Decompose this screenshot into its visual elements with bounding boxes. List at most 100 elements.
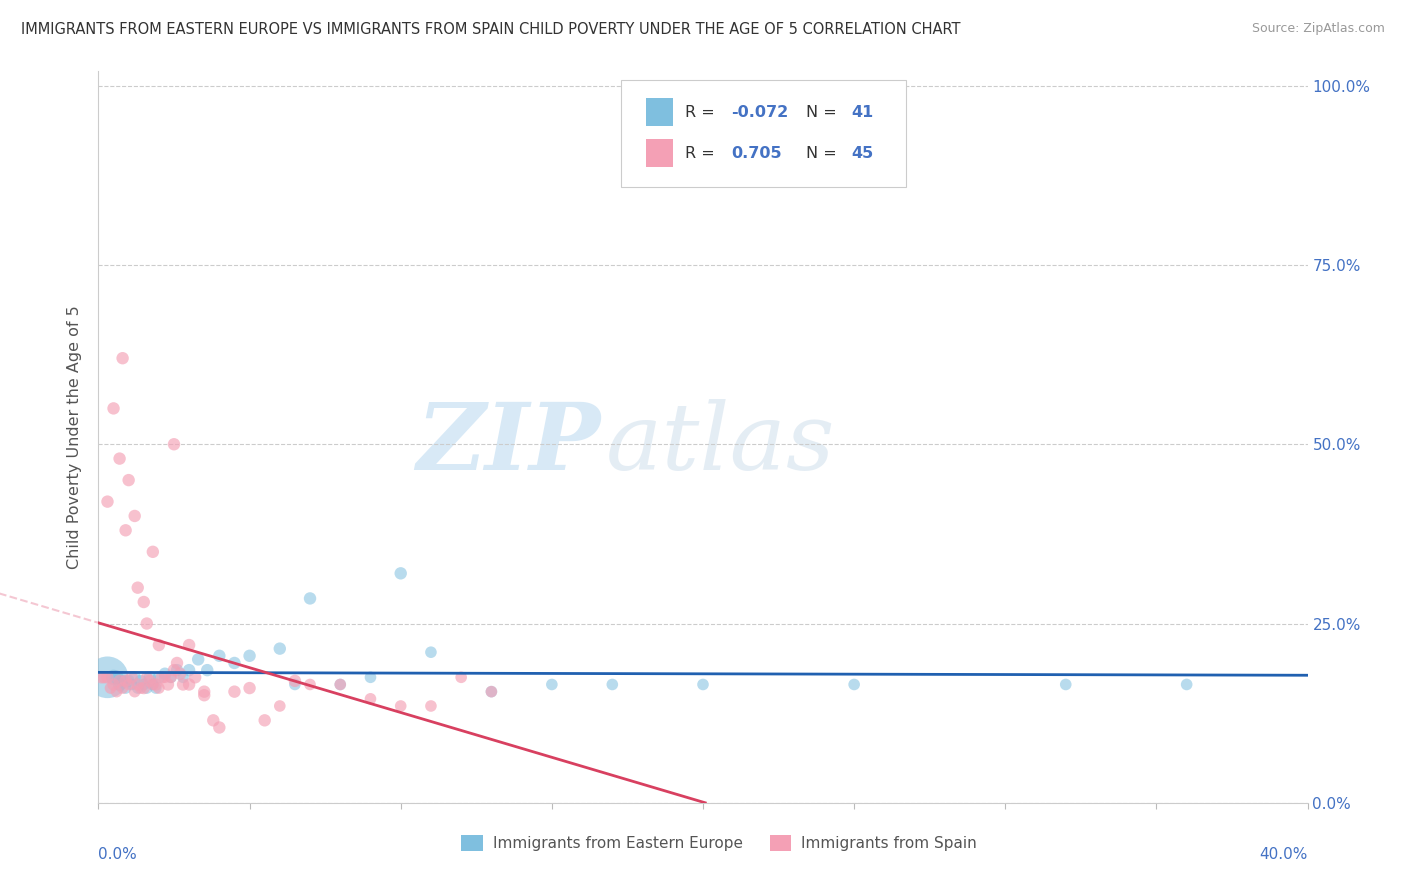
Point bbox=[127, 581, 149, 595]
Text: Immigrants from Eastern Europe: Immigrants from Eastern Europe bbox=[492, 836, 742, 851]
Point bbox=[135, 670, 157, 684]
Point bbox=[96, 670, 118, 684]
Text: N =: N = bbox=[806, 105, 842, 120]
Point bbox=[114, 681, 136, 695]
Point bbox=[193, 684, 215, 698]
Point bbox=[389, 566, 412, 581]
Point bbox=[129, 673, 152, 688]
Point bbox=[284, 677, 307, 691]
Point bbox=[124, 670, 146, 684]
Point bbox=[103, 677, 125, 691]
Point bbox=[163, 437, 186, 451]
Text: 41: 41 bbox=[852, 105, 875, 120]
Point bbox=[93, 670, 115, 684]
Y-axis label: Child Poverty Under the Age of 5: Child Poverty Under the Age of 5 bbox=[67, 305, 83, 569]
Point bbox=[540, 677, 562, 691]
Point bbox=[172, 677, 194, 691]
Point bbox=[1054, 677, 1077, 691]
Point bbox=[187, 652, 209, 666]
Point bbox=[90, 670, 112, 684]
Point bbox=[284, 673, 307, 688]
Text: Immigrants from Spain: Immigrants from Spain bbox=[801, 836, 977, 851]
Point bbox=[108, 673, 131, 688]
Point bbox=[1175, 677, 1198, 691]
Text: R =: R = bbox=[685, 145, 720, 161]
Point bbox=[103, 401, 125, 416]
Point bbox=[132, 681, 155, 695]
Point bbox=[602, 677, 624, 691]
Bar bbox=[647, 139, 673, 167]
Point bbox=[145, 681, 167, 695]
Point bbox=[179, 663, 201, 677]
Bar bbox=[647, 98, 673, 127]
Point bbox=[844, 677, 866, 691]
Text: -0.072: -0.072 bbox=[731, 105, 787, 120]
Point bbox=[269, 698, 291, 713]
Point bbox=[118, 673, 141, 688]
Point bbox=[124, 684, 146, 698]
Point bbox=[148, 681, 170, 695]
Point bbox=[360, 670, 382, 684]
Point bbox=[153, 666, 176, 681]
Point bbox=[163, 663, 186, 677]
Point bbox=[160, 670, 183, 684]
Point bbox=[166, 663, 188, 677]
Point bbox=[450, 670, 472, 684]
Point bbox=[195, 663, 218, 677]
Point bbox=[108, 677, 131, 691]
Text: 0.705: 0.705 bbox=[731, 145, 782, 161]
Text: 45: 45 bbox=[852, 145, 875, 161]
Point bbox=[105, 670, 128, 684]
Point bbox=[166, 656, 188, 670]
Point bbox=[208, 648, 231, 663]
Point bbox=[111, 681, 134, 695]
Point bbox=[111, 351, 134, 366]
Point bbox=[299, 591, 322, 606]
Text: 0.0%: 0.0% bbox=[98, 847, 138, 862]
Point bbox=[129, 681, 152, 695]
Point bbox=[156, 677, 179, 691]
Point bbox=[135, 681, 157, 695]
Point bbox=[153, 670, 176, 684]
Point bbox=[142, 677, 165, 691]
Point bbox=[360, 691, 382, 706]
Point bbox=[420, 698, 443, 713]
Point bbox=[239, 681, 262, 695]
Point bbox=[184, 670, 207, 684]
Point bbox=[114, 524, 136, 538]
Point bbox=[105, 684, 128, 698]
Point bbox=[193, 688, 215, 702]
Point bbox=[118, 473, 141, 487]
Point bbox=[96, 494, 118, 508]
Text: Source: ZipAtlas.com: Source: ZipAtlas.com bbox=[1251, 22, 1385, 36]
Point bbox=[148, 638, 170, 652]
Point bbox=[269, 641, 291, 656]
Point bbox=[253, 714, 276, 728]
Point bbox=[142, 677, 165, 691]
Point bbox=[160, 670, 183, 684]
Point bbox=[481, 684, 503, 698]
Point bbox=[208, 721, 231, 735]
Point bbox=[239, 648, 262, 663]
Point bbox=[224, 656, 246, 670]
Text: IMMIGRANTS FROM EASTERN EUROPE VS IMMIGRANTS FROM SPAIN CHILD POVERTY UNDER THE : IMMIGRANTS FROM EASTERN EUROPE VS IMMIGR… bbox=[21, 22, 960, 37]
Point bbox=[127, 677, 149, 691]
Point bbox=[139, 670, 162, 684]
Text: atlas: atlas bbox=[606, 400, 835, 490]
Point bbox=[96, 670, 118, 684]
Point bbox=[100, 681, 122, 695]
Point bbox=[132, 595, 155, 609]
Point bbox=[145, 677, 167, 691]
Point bbox=[121, 670, 143, 684]
Point bbox=[132, 677, 155, 691]
Point bbox=[139, 673, 162, 688]
Point bbox=[389, 698, 412, 713]
Text: R =: R = bbox=[685, 105, 720, 120]
Text: 40.0%: 40.0% bbox=[1260, 847, 1308, 862]
Point bbox=[142, 545, 165, 559]
Point bbox=[111, 673, 134, 688]
FancyBboxPatch shape bbox=[621, 80, 905, 187]
Point bbox=[103, 670, 125, 684]
Point bbox=[127, 681, 149, 695]
Point bbox=[420, 645, 443, 659]
